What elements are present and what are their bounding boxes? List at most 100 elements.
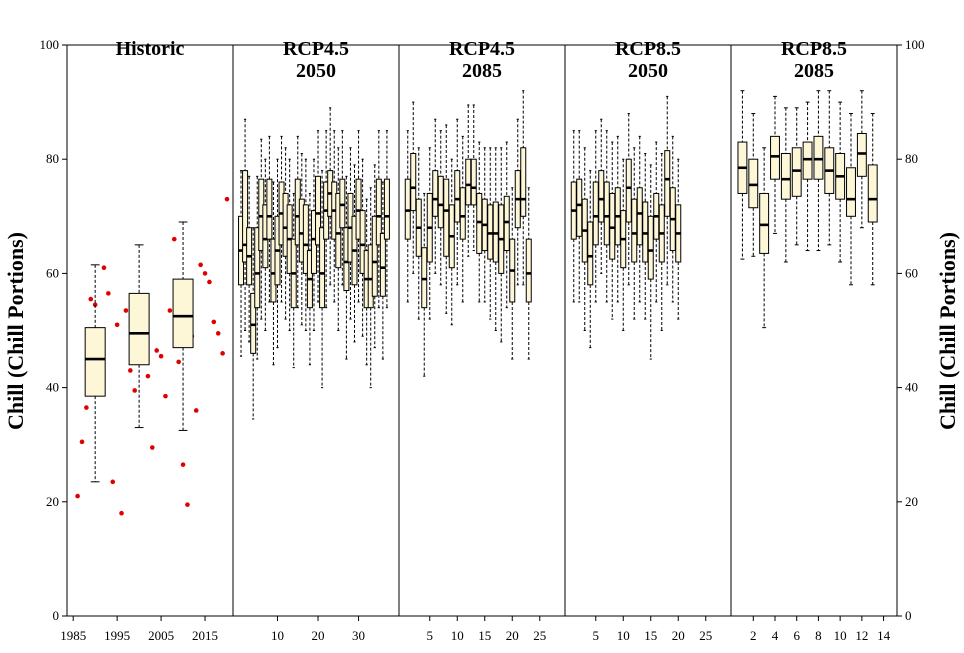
x-tick-label: 10 xyxy=(834,628,847,643)
panel-title-rcp45-2050: RCP4.5 xyxy=(283,38,349,60)
box-body xyxy=(647,215,654,280)
box-body xyxy=(335,192,342,269)
historic-point xyxy=(106,291,111,296)
box-body xyxy=(432,170,439,217)
y-tick-label-right: 80 xyxy=(905,151,918,166)
box-body xyxy=(487,204,494,260)
historic-point xyxy=(211,319,217,325)
y-tick-label-left: 20 xyxy=(46,494,59,509)
y-tick-label-left: 60 xyxy=(46,265,59,280)
historic-point xyxy=(75,493,80,499)
y-tick-label-right: 40 xyxy=(905,380,918,395)
historic-point xyxy=(180,462,186,467)
box-body xyxy=(128,292,150,366)
historic-point xyxy=(110,479,116,485)
box-body xyxy=(437,175,444,229)
box-body xyxy=(748,158,759,209)
box-body xyxy=(84,327,106,397)
box-body xyxy=(254,227,261,309)
box-body xyxy=(454,170,461,223)
box-body xyxy=(520,147,527,217)
x-tick-label: 30 xyxy=(352,628,365,643)
y-tick-label-right: 100 xyxy=(905,37,925,52)
panel-title-rcp85-2050: RCP8.5 xyxy=(615,38,681,60)
historic-point xyxy=(119,510,124,516)
y-tick-label-left: 40 xyxy=(46,380,59,395)
box-body xyxy=(315,175,322,246)
x-tick-label: 20 xyxy=(672,628,685,643)
historic-point xyxy=(158,353,164,359)
box-body xyxy=(383,178,390,240)
box-body xyxy=(867,164,878,223)
box-body xyxy=(476,192,483,254)
historic-point xyxy=(101,265,107,270)
historic-point xyxy=(215,331,221,336)
box-body xyxy=(780,152,791,200)
historic-point xyxy=(79,439,85,445)
historic-point xyxy=(84,405,89,410)
historic-point xyxy=(176,359,181,365)
y-axis-title-right: Chill (Chill Portions) xyxy=(935,232,960,430)
historic-point xyxy=(123,308,129,313)
box-body xyxy=(636,187,643,246)
x-tick-label: 4 xyxy=(772,628,779,643)
x-tick-label: 15 xyxy=(644,628,657,643)
historic-point xyxy=(220,351,225,356)
x-tick-label: 12 xyxy=(855,628,868,643)
x-tick-label: 2 xyxy=(750,628,757,643)
box-body xyxy=(664,150,671,217)
historic-point xyxy=(149,445,155,450)
box-body xyxy=(355,178,362,240)
panel-title-rcp45-2050: 2050 xyxy=(296,60,336,82)
panel-title-historic: Historic xyxy=(116,38,185,60)
box-body xyxy=(459,187,466,240)
box-body xyxy=(421,247,428,309)
y-tick-label-left: 100 xyxy=(40,37,60,52)
box-body xyxy=(625,158,632,223)
box-body xyxy=(603,181,610,246)
panel-title-rcp85-2050: 2050 xyxy=(628,60,668,82)
historic-point xyxy=(132,388,138,393)
box-body xyxy=(576,178,583,237)
box-body xyxy=(791,147,802,197)
box-body xyxy=(503,195,510,252)
x-tick-label: 14 xyxy=(877,628,891,643)
box-body xyxy=(802,141,813,180)
y-tick-label-right: 0 xyxy=(905,608,912,623)
historic-point xyxy=(92,302,98,308)
box-body xyxy=(592,181,599,246)
y-tick-label-right: 20 xyxy=(905,494,918,509)
y-tick-label-left: 0 xyxy=(53,608,60,623)
historic-point xyxy=(171,236,177,242)
panel-title-rcp85-2085: 2085 xyxy=(794,60,834,82)
historic-point xyxy=(128,368,133,373)
box-body xyxy=(250,292,257,354)
x-tick-label: 10 xyxy=(617,628,630,643)
x-tick-label: 10 xyxy=(451,628,464,643)
box-body xyxy=(375,178,382,246)
box-body xyxy=(587,221,594,286)
box-body xyxy=(404,178,411,240)
box-body xyxy=(371,215,378,297)
box-body xyxy=(642,201,649,263)
x-tick-label: 10 xyxy=(271,628,284,643)
x-tick-label: 25 xyxy=(699,628,712,643)
historic-point xyxy=(207,279,212,285)
box-body xyxy=(379,232,386,297)
plot-frame xyxy=(66,44,898,617)
box-body xyxy=(242,170,249,263)
x-tick-label: 6 xyxy=(793,628,800,643)
y-tick-label-left: 80 xyxy=(46,151,59,166)
box-body xyxy=(492,201,499,263)
panel-title-rcp45-2085: RCP4.5 xyxy=(449,38,515,60)
x-tick-label: 1995 xyxy=(104,628,130,643)
historic-point xyxy=(198,262,203,268)
box-body xyxy=(172,278,194,349)
x-tick-label: 5 xyxy=(427,628,434,643)
box-body xyxy=(319,227,326,309)
box-body xyxy=(339,178,346,229)
box-body xyxy=(525,238,532,303)
box-body xyxy=(813,135,824,180)
historic-point xyxy=(154,348,159,353)
